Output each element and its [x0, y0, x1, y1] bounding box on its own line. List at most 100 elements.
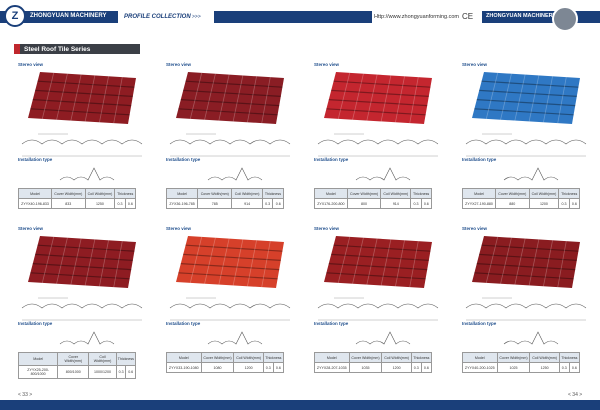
product-card: Stereo view Installation type Model Cover W… — [314, 62, 444, 222]
table-header-cell: Cover Width(mm) — [51, 188, 86, 199]
table-header-cell: Coil Width(mm) — [88, 352, 117, 366]
table-header-cell: Cover Width(mm) — [57, 352, 90, 366]
installation-profile — [355, 331, 411, 345]
table-cell: 0.6 — [272, 198, 284, 209]
tile-sheet — [324, 72, 432, 124]
installation-label: Installation type — [314, 321, 349, 326]
tile-sheet — [324, 236, 432, 288]
tile-rib — [99, 240, 109, 287]
tile-image — [169, 236, 291, 321]
tile-sheet — [472, 236, 580, 288]
tile-rib — [409, 241, 419, 288]
installation-profile — [503, 331, 559, 345]
table-row: ZYX36-196-785 785 914 0.3 0.6 — [165, 198, 284, 209]
tile-rib — [56, 73, 68, 120]
table-cell: 0.3 — [262, 362, 274, 373]
table-cell: 1200 — [528, 198, 560, 209]
tile-rib — [99, 76, 109, 123]
tile-image — [317, 72, 439, 157]
tile-step — [30, 272, 130, 280]
installation-drawing — [503, 167, 559, 181]
installation-profile — [503, 167, 559, 181]
tile-step — [328, 99, 428, 107]
ce-mark: CE — [462, 12, 474, 21]
tile-rib — [395, 76, 405, 123]
table-cell: 880 — [495, 198, 530, 209]
table-header-cell: Coil Width(mm) — [84, 188, 116, 199]
profile-drawing — [21, 303, 143, 309]
tile-image — [21, 236, 143, 321]
table-cell: 0.6 — [568, 198, 581, 209]
table-header-cell: Thickness — [114, 188, 136, 199]
tile-step — [479, 89, 577, 97]
tile-rib — [232, 75, 244, 122]
spec-table: Model Cover Width(mm) Coil Width(mm) Thickn… — [17, 188, 137, 209]
section-marker — [14, 44, 20, 54]
table-header-cell: Model — [314, 188, 348, 199]
table-row: ZYYX27-190-880 880 1200 0.3 0.6 — [461, 198, 581, 209]
tile-step — [326, 272, 426, 280]
tile-image — [465, 72, 587, 157]
table-cell: 914 — [231, 198, 263, 209]
spec-table: Model Cover Width(mm) Coil Width(mm) Thickn… — [165, 188, 285, 209]
table-header-cell: Coil Width(mm) — [528, 188, 560, 199]
table-cell: 1025 — [496, 362, 531, 373]
installation-drawing — [355, 331, 411, 345]
table-cell: 785 — [197, 198, 233, 209]
stereo-label: Stereo view — [166, 226, 192, 231]
table-cell: 0.6 — [124, 198, 137, 209]
table-cell: 0.6 — [568, 362, 581, 373]
table-cell: 0.3 — [115, 365, 127, 379]
tile-rib — [218, 74, 230, 121]
table-cell: 0.3 — [410, 362, 422, 373]
installation-profile — [59, 331, 115, 345]
installation-drawing — [207, 167, 263, 181]
installation-label: Installation type — [18, 321, 53, 326]
installation-drawing — [503, 331, 559, 345]
tile-rib — [543, 76, 553, 123]
tile-step — [185, 244, 283, 252]
tile-sheet — [472, 72, 580, 124]
tile-rib — [380, 239, 392, 286]
collection: PROFILE COLLECTION — [124, 13, 191, 20]
tile-step — [180, 99, 280, 107]
tile-step — [331, 89, 429, 97]
table-header-cell: Model — [166, 352, 202, 363]
tile-rib — [247, 76, 257, 123]
table-row: ZYYX40-196-833 833 1250 0.3 0.6 — [17, 198, 137, 209]
tile-step — [476, 263, 576, 271]
tile-rib — [337, 236, 351, 283]
tile-step — [35, 89, 133, 97]
table-header-cell: Model — [17, 352, 59, 366]
tile-step — [331, 253, 429, 261]
profile-drawing — [169, 139, 291, 145]
tile-image — [317, 236, 439, 321]
table-cell: 0.6 — [272, 362, 285, 373]
table-row: ZYYX25-200-800/1000 800/1000 1000/1200 0.3 0… — [17, 365, 136, 379]
table-header-cell: Cover Width(mm) — [495, 188, 530, 199]
tile-rib — [485, 72, 499, 119]
installation-profile — [355, 167, 411, 181]
table-header-cell: Thickness — [115, 352, 137, 366]
tile-rib — [218, 238, 230, 285]
tile-step — [333, 80, 431, 88]
table-header-cell: Cover Width(mm) — [348, 352, 383, 363]
profile-drawing — [465, 139, 587, 145]
tile-step — [326, 108, 426, 116]
tile-rib — [557, 77, 567, 124]
installation-drawing — [355, 167, 411, 181]
collection-box — [118, 11, 214, 23]
tile-rib — [41, 236, 55, 283]
tile-rib — [500, 237, 512, 284]
installation-label: Installation type — [314, 157, 349, 162]
installation-drawing — [59, 331, 115, 345]
table-header-cell: Thickness — [410, 352, 433, 363]
stereo-label: Stereo view — [462, 226, 488, 231]
table-header-cell: Coil Width(mm) — [381, 352, 412, 363]
tile-rib — [113, 77, 123, 124]
url: Http://www.zhongyuanforming.com — [374, 14, 459, 20]
table-cell: 800/1000 — [57, 365, 90, 379]
table-header-row: Model Cover Width(mm) Coil Width(mm) Thickn… — [314, 188, 432, 199]
tile-rib — [528, 239, 540, 286]
